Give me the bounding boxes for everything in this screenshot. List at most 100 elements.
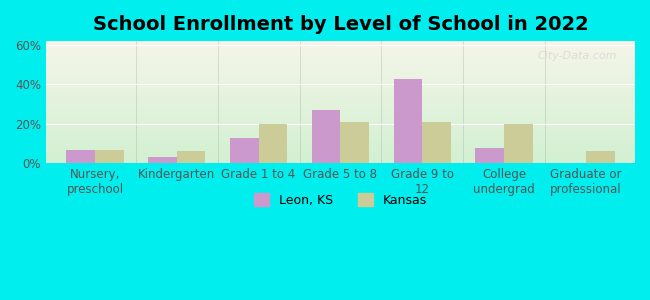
Bar <box>46 119 635 121</box>
Bar <box>46 90 635 91</box>
Bar <box>46 65 635 67</box>
Bar <box>46 150 635 151</box>
Bar <box>46 140 635 141</box>
Bar <box>230 138 259 163</box>
Bar <box>46 95 635 96</box>
Bar <box>46 145 635 146</box>
Bar <box>46 75 635 76</box>
Bar <box>46 78 635 79</box>
Bar <box>46 52 635 53</box>
Bar <box>148 158 177 163</box>
Bar <box>46 97 635 98</box>
Bar <box>46 103 635 105</box>
Bar <box>46 107 635 108</box>
Bar <box>46 157 635 158</box>
Bar <box>46 114 635 116</box>
Bar <box>46 113 635 114</box>
Bar <box>46 47 635 48</box>
Bar <box>46 156 635 157</box>
Bar <box>46 161 635 162</box>
Bar <box>46 76 635 78</box>
Bar <box>46 44 635 45</box>
Bar <box>475 148 504 163</box>
Bar <box>46 80 635 81</box>
Bar <box>46 139 635 140</box>
Bar <box>46 135 635 136</box>
Bar <box>46 57 635 58</box>
Bar <box>46 110 635 111</box>
Bar <box>46 86 635 88</box>
Bar <box>46 144 635 145</box>
Bar <box>46 74 635 75</box>
Bar <box>46 68 635 69</box>
Bar <box>46 138 635 139</box>
Bar <box>46 124 635 125</box>
Bar <box>46 162 635 163</box>
Bar <box>46 55 635 56</box>
Bar <box>46 101 635 102</box>
Bar <box>46 121 635 122</box>
Bar <box>46 53 635 55</box>
Bar <box>46 64 635 65</box>
Bar <box>46 122 635 123</box>
Bar <box>46 84 635 85</box>
Bar <box>46 108 635 110</box>
Bar <box>341 122 369 163</box>
Bar <box>46 48 635 50</box>
Bar <box>46 151 635 152</box>
Bar <box>46 61 635 62</box>
Bar <box>46 69 635 70</box>
Bar <box>46 96 635 97</box>
Bar <box>46 106 635 107</box>
Bar <box>46 152 635 154</box>
Bar <box>46 79 635 80</box>
Bar <box>46 142 635 144</box>
Bar <box>46 118 635 119</box>
Bar <box>46 105 635 106</box>
Bar <box>46 73 635 74</box>
Bar <box>46 127 635 128</box>
Bar <box>46 94 635 95</box>
Bar <box>46 148 635 150</box>
Bar <box>46 67 635 68</box>
Bar <box>46 51 635 52</box>
Bar <box>46 154 635 155</box>
Bar <box>46 129 635 130</box>
Bar <box>46 141 635 142</box>
Bar <box>46 85 635 86</box>
Bar <box>46 72 635 73</box>
Bar <box>46 41 635 42</box>
Bar <box>46 50 635 51</box>
Bar <box>46 155 635 156</box>
Bar <box>46 123 635 124</box>
Bar <box>504 124 533 163</box>
Bar <box>46 45 635 46</box>
Bar <box>46 158 635 160</box>
Bar <box>46 102 635 104</box>
Bar <box>312 110 341 163</box>
Bar <box>46 63 635 64</box>
Bar <box>46 134 635 135</box>
Bar <box>46 89 635 90</box>
Bar <box>95 149 124 163</box>
Bar <box>46 81 635 83</box>
Legend: Leon, KS, Kansas: Leon, KS, Kansas <box>249 188 432 212</box>
Bar <box>46 131 635 133</box>
Bar <box>46 91 635 92</box>
Bar <box>46 125 635 127</box>
Bar <box>177 152 205 163</box>
Bar <box>46 88 635 89</box>
Bar <box>46 117 635 118</box>
Bar <box>46 112 635 113</box>
Bar <box>46 42 635 44</box>
Bar <box>46 130 635 131</box>
Bar <box>259 124 287 163</box>
Bar <box>46 59 635 61</box>
Bar <box>46 160 635 161</box>
Bar <box>46 147 635 148</box>
Bar <box>46 146 635 147</box>
Bar <box>586 152 614 163</box>
Bar <box>46 116 635 117</box>
Bar <box>46 100 635 101</box>
Bar <box>46 70 635 72</box>
